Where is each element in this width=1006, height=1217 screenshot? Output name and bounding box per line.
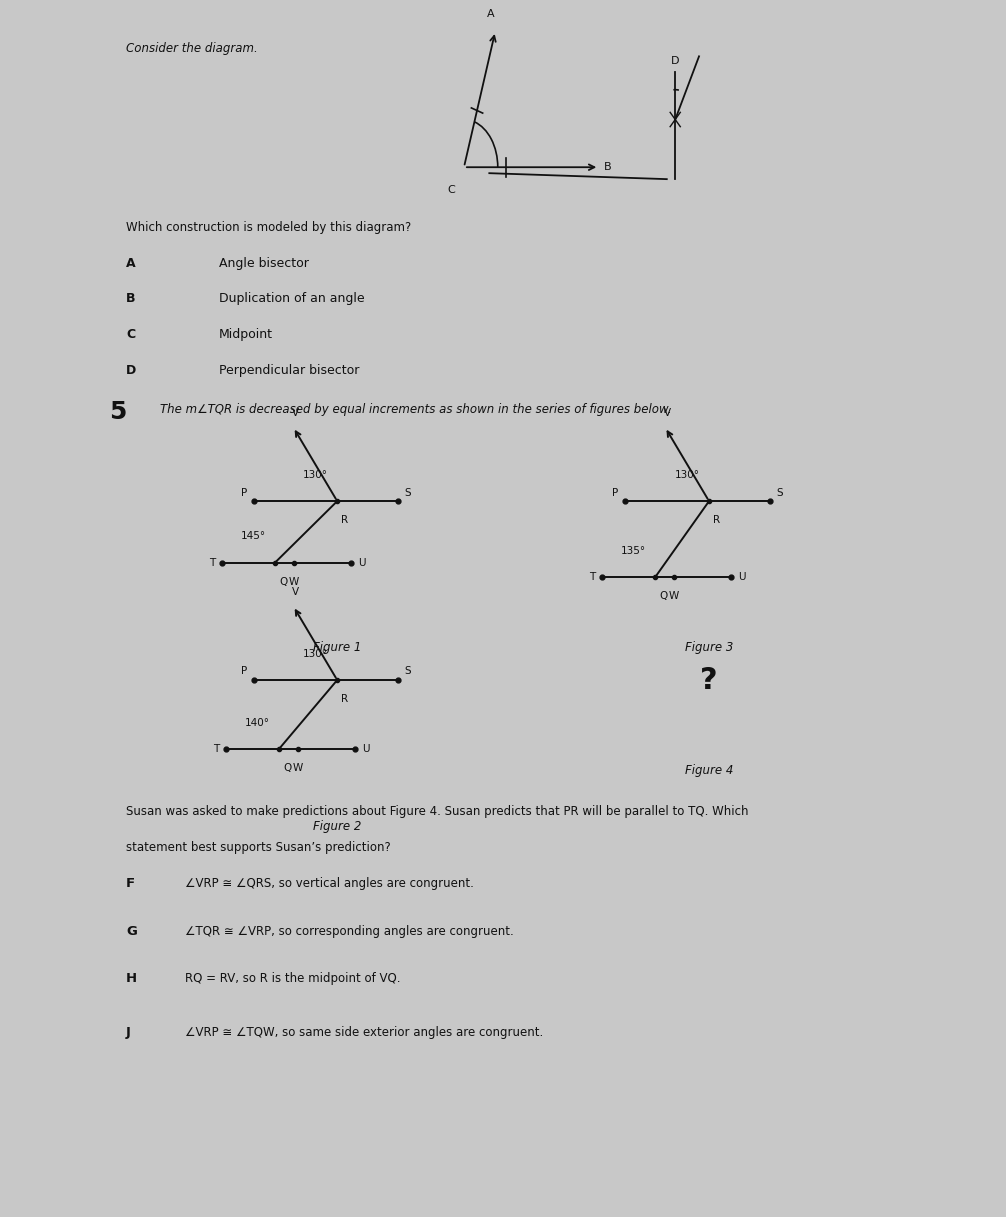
Text: P: P	[613, 488, 619, 498]
Text: 145°: 145°	[240, 532, 266, 542]
Text: R: R	[713, 516, 720, 526]
Text: 130°: 130°	[303, 470, 328, 479]
Text: P: P	[240, 488, 246, 498]
Text: U: U	[362, 744, 369, 755]
Text: RQ = RV, so R is the midpoint of VQ.: RQ = RV, so R is the midpoint of VQ.	[185, 972, 400, 986]
Text: D: D	[126, 364, 136, 377]
Text: C: C	[448, 185, 456, 195]
Text: W: W	[289, 577, 299, 587]
Text: R: R	[341, 516, 348, 526]
Text: ∠VRP ≅ ∠QRS, so vertical angles are congruent.: ∠VRP ≅ ∠QRS, so vertical angles are cong…	[185, 876, 474, 890]
Text: V: V	[292, 587, 300, 596]
Text: Figure 2: Figure 2	[313, 819, 361, 832]
Text: A: A	[487, 10, 495, 19]
Text: Figure 4: Figure 4	[685, 763, 733, 776]
Text: W: W	[293, 763, 303, 773]
Text: Q: Q	[660, 591, 668, 601]
Text: The m∠TQR is decreased by equal increments as shown in the series of figures bel: The m∠TQR is decreased by equal incremen…	[160, 403, 671, 416]
Text: Perpendicular bisector: Perpendicular bisector	[219, 364, 359, 377]
Text: S: S	[404, 667, 411, 677]
Text: H: H	[126, 972, 137, 986]
Text: ?: ?	[700, 666, 718, 695]
Text: 135°: 135°	[621, 545, 646, 556]
Text: U: U	[738, 572, 745, 582]
Text: C: C	[126, 329, 135, 341]
Text: G: G	[126, 925, 137, 937]
Text: F: F	[126, 876, 135, 890]
Text: R: R	[341, 695, 348, 705]
Text: U: U	[358, 557, 365, 567]
Text: Q: Q	[279, 577, 288, 587]
Text: 130°: 130°	[303, 649, 328, 658]
Text: statement best supports Susan’s prediction?: statement best supports Susan’s predicti…	[126, 841, 390, 854]
Text: T: T	[212, 744, 219, 755]
Text: Consider the diagram.: Consider the diagram.	[126, 41, 258, 55]
Text: V: V	[664, 408, 671, 417]
Text: V: V	[292, 408, 300, 417]
Text: T: T	[589, 572, 596, 582]
Text: S: S	[404, 488, 411, 498]
Text: B: B	[126, 292, 136, 305]
Text: W: W	[669, 591, 679, 601]
Text: Figure 3: Figure 3	[685, 640, 733, 654]
Text: Figure 1: Figure 1	[313, 640, 361, 654]
Text: Which construction is modeled by this diagram?: Which construction is modeled by this di…	[126, 221, 411, 234]
Text: B: B	[604, 162, 611, 173]
Text: P: P	[240, 667, 246, 677]
Text: A: A	[126, 257, 136, 270]
Text: T: T	[208, 557, 215, 567]
Text: 140°: 140°	[244, 718, 270, 728]
Text: J: J	[126, 1026, 131, 1039]
Text: ∠TQR ≅ ∠VRP, so corresponding angles are congruent.: ∠TQR ≅ ∠VRP, so corresponding angles are…	[185, 925, 514, 937]
Text: 5: 5	[109, 400, 127, 424]
Text: 130°: 130°	[675, 470, 700, 479]
Text: Duplication of an angle: Duplication of an angle	[219, 292, 364, 305]
Text: S: S	[777, 488, 784, 498]
Text: Midpoint: Midpoint	[219, 329, 273, 341]
Text: Susan was asked to make predictions about Figure 4. Susan predicts that PR will : Susan was asked to make predictions abou…	[126, 806, 748, 818]
Text: Q: Q	[283, 763, 292, 773]
Text: Angle bisector: Angle bisector	[219, 257, 309, 270]
Text: D: D	[671, 56, 679, 66]
Text: ∠VRP ≅ ∠TQW, so same side exterior angles are congruent.: ∠VRP ≅ ∠TQW, so same side exterior angle…	[185, 1026, 543, 1039]
